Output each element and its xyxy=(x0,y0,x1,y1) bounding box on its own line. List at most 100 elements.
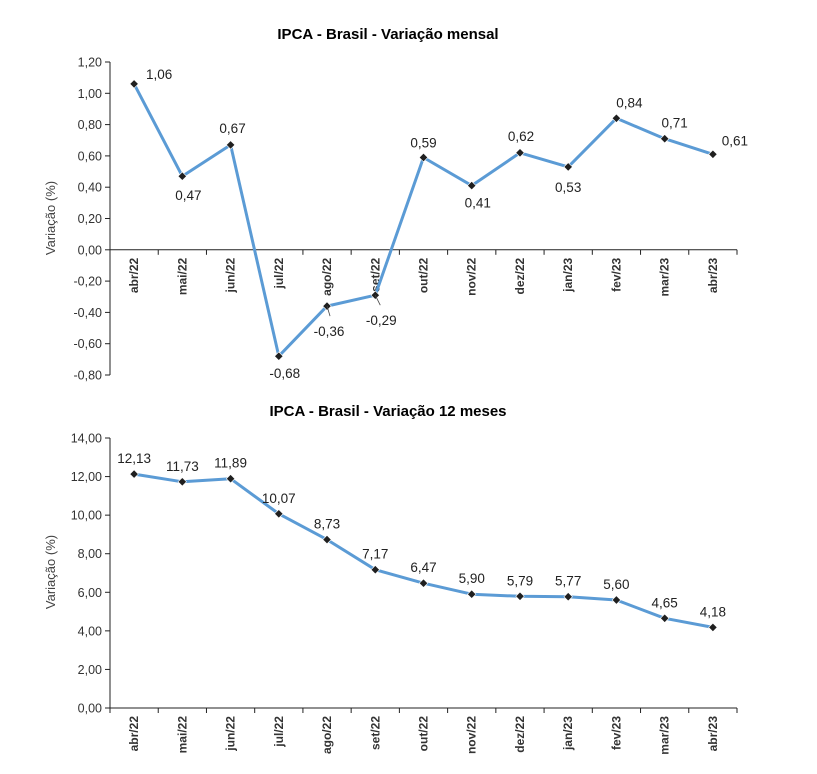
data-point xyxy=(611,595,622,605)
data-point xyxy=(563,162,573,172)
monthly-chart-svg: IPCA - Brasil - Variação mensal Variação… xyxy=(43,26,748,383)
data-point xyxy=(660,613,670,623)
data-label: 0,59 xyxy=(410,135,436,150)
x-tick-label: jul/22 xyxy=(272,716,286,748)
data-label: 5,77 xyxy=(555,574,581,589)
data-point xyxy=(563,592,573,602)
x-tick-label: abr/23 xyxy=(706,257,720,293)
y-tick-label: 10,00 xyxy=(71,509,102,523)
x-tick-label: jan/23 xyxy=(561,257,575,292)
data-point xyxy=(660,134,670,144)
label-leader-line xyxy=(374,295,381,306)
data-label: 4,18 xyxy=(700,604,726,619)
data-point xyxy=(418,578,429,588)
x-tick-label: mai/22 xyxy=(175,257,189,295)
data-label: 11,73 xyxy=(166,459,199,474)
data-point xyxy=(708,149,718,159)
data-label: 0,47 xyxy=(175,188,201,203)
y-tick-label: 0,80 xyxy=(78,118,102,132)
x-tick-label: set/22 xyxy=(368,257,382,291)
data-point xyxy=(611,113,622,123)
data-label: 12,13 xyxy=(117,451,151,466)
monthly-variation-chart: IPCA - Brasil - Variação mensal Variação… xyxy=(43,26,748,383)
y-tick-label: 6,00 xyxy=(78,586,102,600)
y-tick-label: 0,40 xyxy=(78,181,102,195)
data-point xyxy=(322,534,332,545)
y-tick-label: 0,00 xyxy=(78,243,102,257)
data-label: 5,90 xyxy=(459,571,485,586)
data-label: 0,41 xyxy=(465,196,491,211)
x-tick-label: jul/22 xyxy=(272,257,286,289)
y-tick-label: 2,00 xyxy=(78,663,102,677)
x-tick-label: jan/23 xyxy=(561,716,575,751)
x-tick-label: abr/23 xyxy=(706,716,720,752)
y-tick-label: 1,20 xyxy=(78,56,102,70)
x-tick-label: jun/22 xyxy=(224,257,238,293)
x-tick-label: fev/23 xyxy=(609,257,623,291)
y-tick-label: 8,00 xyxy=(78,547,102,561)
x-tick-label: out/22 xyxy=(417,257,431,293)
y-tick-label: -0,80 xyxy=(74,369,103,383)
data-point xyxy=(467,589,477,599)
x-tick-label: abr/22 xyxy=(127,716,141,752)
data-label: -0,36 xyxy=(314,324,345,339)
series-line xyxy=(133,472,714,629)
data-label: 1,06 xyxy=(146,67,172,82)
twelve-month-chart-svg: IPCA - Brasil - Variação 12 meses Variaç… xyxy=(43,403,738,755)
x-tick-label: dez/22 xyxy=(513,257,527,294)
data-point xyxy=(129,469,139,479)
y-tick-label: 14,00 xyxy=(71,432,102,446)
data-label: 0,53 xyxy=(555,180,581,195)
data-label: 0,84 xyxy=(616,95,643,110)
y-axis-label: Variação (%) xyxy=(43,181,58,255)
data-label: 0,67 xyxy=(219,121,245,136)
data-point xyxy=(177,477,187,487)
y-tick-label: -0,40 xyxy=(74,306,103,320)
data-point xyxy=(225,474,236,484)
x-tick-label: nov/22 xyxy=(465,716,479,754)
label-leader-line xyxy=(326,306,331,317)
data-point xyxy=(515,591,525,601)
data-point xyxy=(225,140,236,150)
data-point xyxy=(322,301,332,311)
x-tick-label: fev/23 xyxy=(609,716,623,750)
y-tick-label: 0,60 xyxy=(78,149,102,163)
data-point xyxy=(129,79,139,89)
y-tick-label: -0,60 xyxy=(74,337,103,351)
y-tick-label: 0,00 xyxy=(78,702,102,716)
x-tick-label: ago/22 xyxy=(320,257,334,295)
x-tick-label: out/22 xyxy=(417,716,431,752)
data-point xyxy=(418,152,429,163)
data-label: 5,79 xyxy=(507,573,533,588)
y-tick-label: 0,20 xyxy=(78,212,102,226)
data-label: 8,73 xyxy=(314,517,340,532)
x-tick-label: nov/22 xyxy=(465,257,479,295)
data-label: 0,71 xyxy=(662,116,688,131)
x-tick-label: set/22 xyxy=(368,716,382,750)
x-tick-label: mar/23 xyxy=(658,716,672,755)
data-label: 11,89 xyxy=(214,456,247,471)
data-label: 0,62 xyxy=(508,129,534,144)
data-point xyxy=(177,171,187,181)
x-tick-label: mar/23 xyxy=(658,257,672,296)
data-label: 10,07 xyxy=(262,491,296,506)
x-tick-label: mai/22 xyxy=(175,716,189,754)
data-label: 5,60 xyxy=(603,577,629,592)
data-label: -0,68 xyxy=(269,366,300,381)
data-label: 0,61 xyxy=(722,133,748,148)
y-tick-label: -0,20 xyxy=(74,275,103,289)
y-tick-label: 1,00 xyxy=(78,87,102,101)
chart-title: IPCA - Brasil - Variação 12 meses xyxy=(269,403,506,420)
chart-title: IPCA - Brasil - Variação mensal xyxy=(277,26,498,43)
data-point xyxy=(274,509,284,519)
data-point xyxy=(467,180,477,191)
x-tick-label: jun/22 xyxy=(224,716,238,752)
y-tick-label: 4,00 xyxy=(78,624,102,638)
twelve-month-variation-chart: IPCA - Brasil - Variação 12 meses Variaç… xyxy=(0,392,817,774)
y-tick-label: 12,00 xyxy=(71,470,102,484)
x-tick-label: abr/22 xyxy=(127,257,141,293)
data-point xyxy=(708,622,718,633)
y-axis-label: Variação (%) xyxy=(43,535,58,609)
data-label: 6,47 xyxy=(410,560,436,575)
data-label: 7,17 xyxy=(362,547,388,562)
